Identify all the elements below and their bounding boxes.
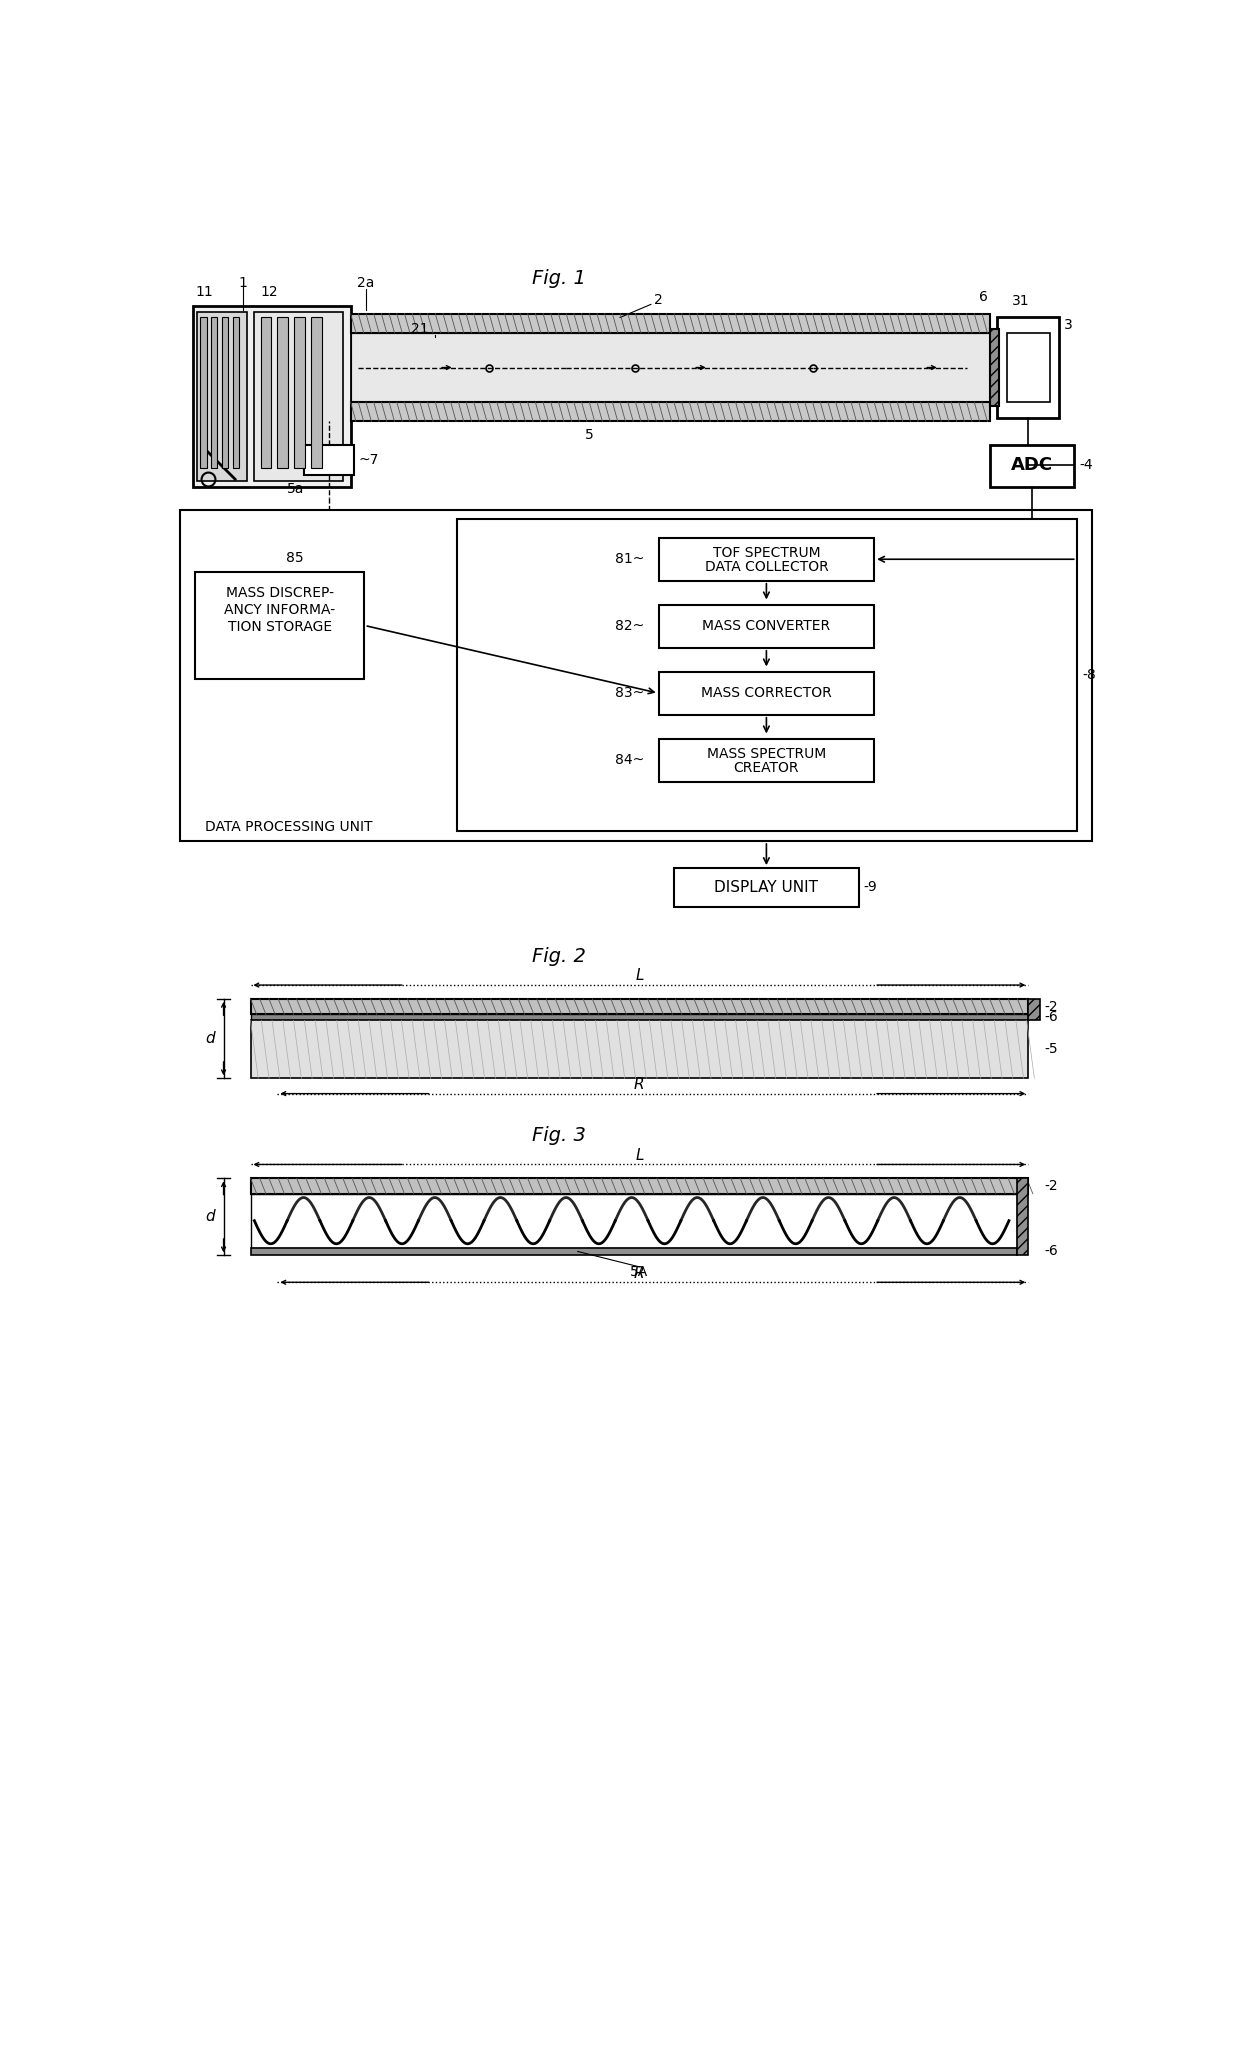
Text: Fig. 3: Fig. 3 xyxy=(532,1127,585,1146)
Text: -9: -9 xyxy=(863,881,877,893)
Text: -4: -4 xyxy=(1079,459,1092,472)
Text: -6: -6 xyxy=(1044,1011,1058,1024)
Bar xyxy=(351,401,990,422)
Bar xyxy=(990,445,1074,486)
Text: DISPLAY UNIT: DISPLAY UNIT xyxy=(714,879,818,895)
Text: -8: -8 xyxy=(1083,668,1096,682)
Text: d: d xyxy=(205,1030,215,1046)
Bar xyxy=(260,318,272,467)
Bar xyxy=(675,869,859,906)
Text: 81~: 81~ xyxy=(615,552,644,567)
Text: ~7: ~7 xyxy=(358,453,378,467)
Bar xyxy=(658,538,874,581)
Text: ADC: ADC xyxy=(1011,457,1053,474)
Bar xyxy=(658,606,874,647)
Text: L: L xyxy=(635,1148,644,1162)
Text: 11: 11 xyxy=(196,285,213,300)
Bar xyxy=(250,1013,1028,1020)
Text: MASS CORRECTOR: MASS CORRECTOR xyxy=(701,687,832,701)
Text: 85: 85 xyxy=(286,550,304,565)
Text: TION STORAGE: TION STORAGE xyxy=(228,620,332,635)
Text: MASS CONVERTER: MASS CONVERTER xyxy=(702,618,831,633)
Text: Fig. 2: Fig. 2 xyxy=(532,947,585,966)
Text: 83~: 83~ xyxy=(615,687,644,701)
Text: 2: 2 xyxy=(655,294,663,306)
Bar xyxy=(990,329,999,405)
Text: 3: 3 xyxy=(1064,318,1073,333)
Bar xyxy=(250,999,1028,1013)
Text: DATA COLLECTOR: DATA COLLECTOR xyxy=(704,560,828,575)
Text: 12: 12 xyxy=(260,285,279,300)
Bar xyxy=(254,312,343,480)
Text: 31: 31 xyxy=(1012,294,1029,308)
Bar xyxy=(250,1020,1028,1077)
Text: d: d xyxy=(205,1210,215,1224)
Text: MASS SPECTRUM: MASS SPECTRUM xyxy=(707,747,826,761)
Text: ANCY INFORMA-: ANCY INFORMA- xyxy=(224,604,335,616)
Text: -2: -2 xyxy=(1044,1179,1058,1193)
Text: -2: -2 xyxy=(1044,999,1058,1013)
Text: 5A: 5A xyxy=(630,1266,649,1280)
Text: DATA PROCESSING UNIT: DATA PROCESSING UNIT xyxy=(206,821,373,833)
Text: 6: 6 xyxy=(980,290,988,304)
Bar xyxy=(351,333,990,401)
Text: R: R xyxy=(634,1077,645,1092)
Bar xyxy=(1017,1179,1028,1255)
Bar xyxy=(250,1247,1017,1255)
Bar xyxy=(233,318,239,467)
Bar xyxy=(211,318,217,467)
Text: L: L xyxy=(635,968,644,982)
Text: 2a: 2a xyxy=(357,275,374,290)
Text: Fig. 1: Fig. 1 xyxy=(532,269,585,287)
Bar xyxy=(278,318,288,467)
Bar xyxy=(192,306,351,486)
Text: CREATOR: CREATOR xyxy=(734,761,799,776)
Bar xyxy=(456,519,1076,831)
Bar xyxy=(250,1193,1017,1247)
Bar xyxy=(304,445,355,476)
Text: 82~: 82~ xyxy=(615,618,644,633)
Text: 84~: 84~ xyxy=(615,753,644,767)
Text: MASS DISCREP-: MASS DISCREP- xyxy=(226,585,334,600)
Bar xyxy=(658,672,874,716)
Text: -6: -6 xyxy=(1044,1245,1058,1259)
Bar xyxy=(222,318,228,467)
Bar xyxy=(180,511,1092,842)
Text: 21: 21 xyxy=(412,323,429,335)
Bar xyxy=(311,318,322,467)
Text: 1: 1 xyxy=(238,275,247,290)
Bar xyxy=(195,571,365,680)
Bar xyxy=(658,740,874,782)
Bar xyxy=(294,318,305,467)
Text: 5: 5 xyxy=(585,428,594,443)
Text: -5: -5 xyxy=(1044,1042,1058,1057)
Bar xyxy=(201,318,207,467)
Text: 5a: 5a xyxy=(286,482,304,496)
Bar xyxy=(1028,999,1040,1020)
Text: R: R xyxy=(634,1266,645,1280)
Bar xyxy=(197,312,247,480)
Bar xyxy=(351,314,990,333)
Bar xyxy=(250,1179,1028,1193)
Bar xyxy=(997,318,1059,418)
Bar xyxy=(1007,333,1050,401)
Text: TOF SPECTRUM: TOF SPECTRUM xyxy=(713,546,820,560)
